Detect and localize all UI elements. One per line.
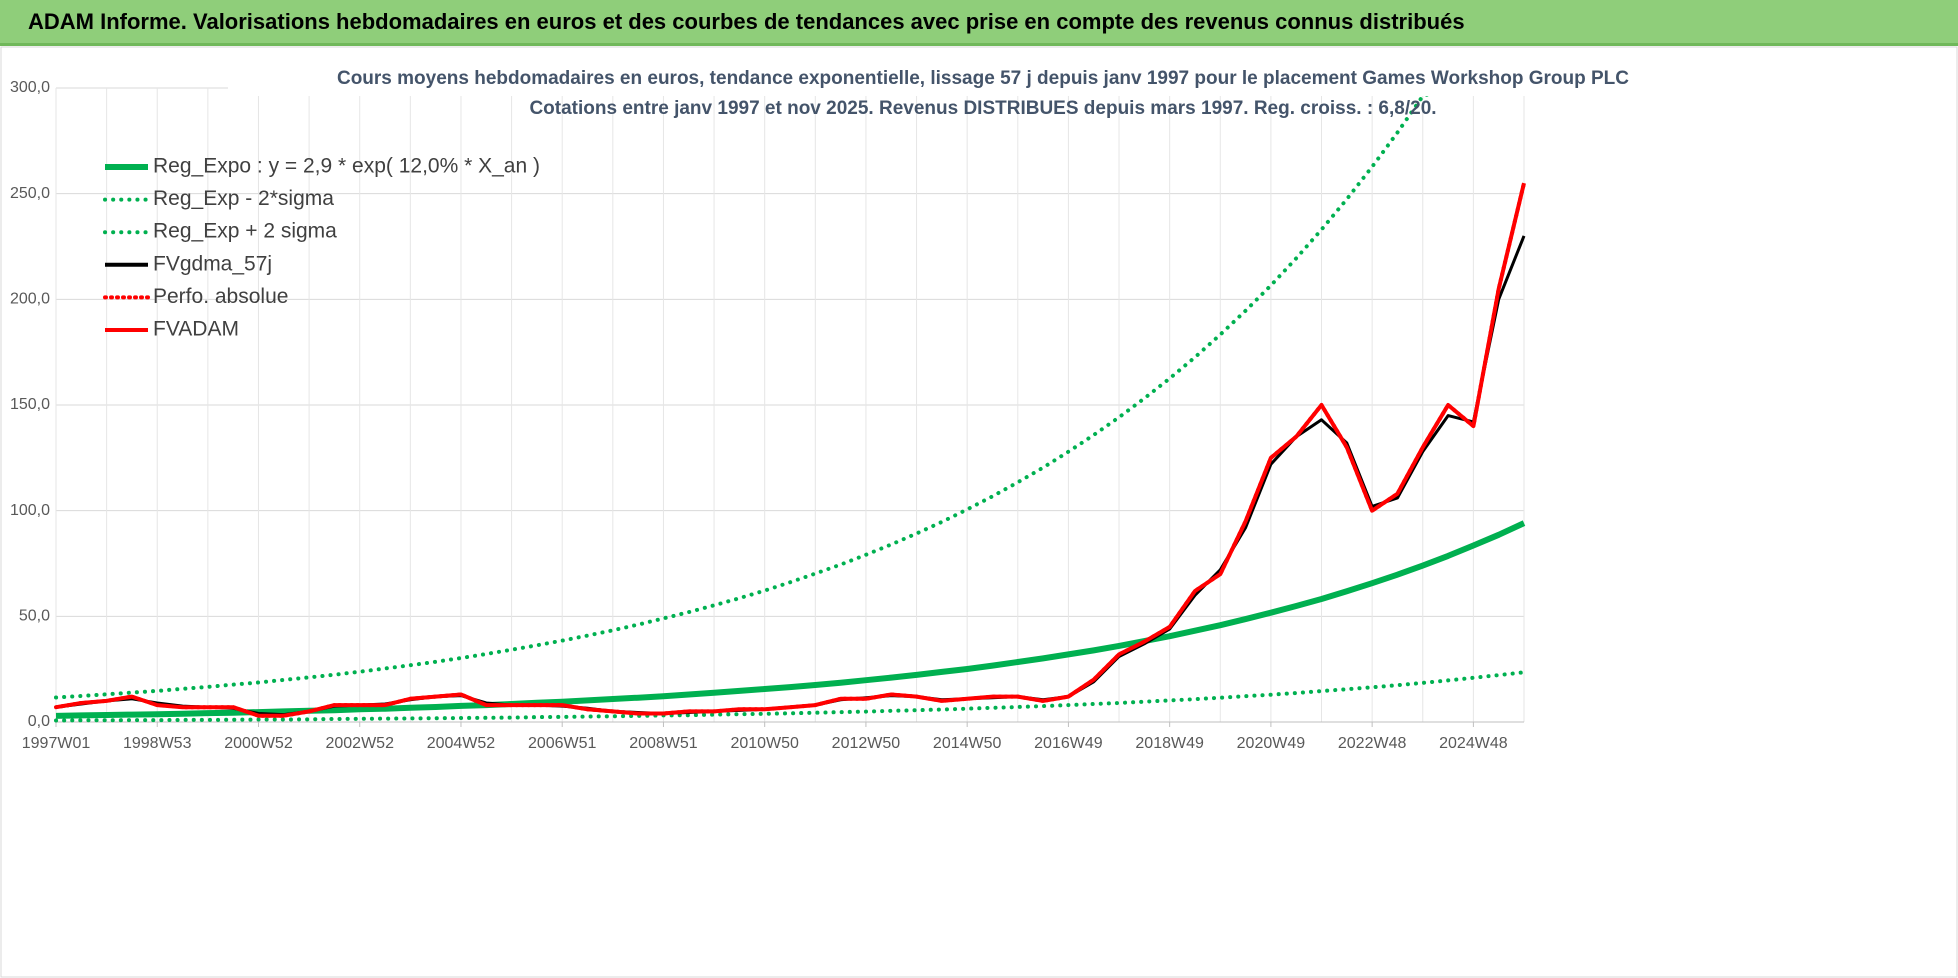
header-bar: ADAM Informe. Valorisations hebdomadaire… (0, 0, 1958, 46)
series-line (54, 86, 1526, 700)
x-tick-label: 2022W48 (1338, 735, 1407, 752)
series-line (55, 182, 1526, 718)
header-title: ADAM Informe. Valorisations hebdomadaire… (28, 9, 1465, 34)
legend-label: Reg_Expo : y = 2,9 * exp( 12,0% * X_an ) (153, 155, 540, 178)
x-tick-label: 2020W49 (1237, 735, 1306, 752)
y-tick-label: 300,0 (10, 79, 50, 96)
series-line (54, 670, 1526, 723)
chart-title: Cours moyens hebdomadaires en euros, ten… (337, 68, 1629, 89)
x-tick-label: 1997W01 (22, 735, 91, 752)
chart: 0,0 50,0 100,0 150,0 200,0 250,0 300,0 1997W01 1… (0, 46, 1958, 978)
legend-label: Perfo. absolue (153, 285, 288, 308)
x-tick-label: 2000W52 (224, 735, 293, 752)
x-tick-label: 2008W51 (629, 735, 698, 752)
y-tick-label: 50,0 (19, 608, 50, 625)
x-tick-label: 2002W52 (325, 735, 394, 752)
legend-label: Reg_Exp - 2*sigma (153, 187, 334, 210)
y-tick-label: 100,0 (10, 502, 50, 519)
x-tick-label: 2014W50 (933, 735, 1002, 752)
x-tick-label: 2024W48 (1439, 735, 1508, 752)
x-tick-label: 2012W50 (832, 735, 901, 752)
chart-subtitle: Cotations entre janv 1997 et nov 2025. R… (529, 98, 1436, 119)
x-tick-label: 2004W52 (427, 735, 496, 752)
x-tick-label: 1998W53 (123, 735, 192, 752)
x-tick-label: 2018W49 (1135, 735, 1204, 752)
title-backdrop (228, 62, 1728, 96)
y-tick-label: 200,0 (10, 291, 50, 308)
x-tick-label: 2006W51 (528, 735, 597, 752)
chart-frame (0, 46, 1958, 978)
legend-label: FVgdma_57j (153, 252, 272, 275)
y-tick-label: 250,0 (10, 185, 50, 202)
y-tick-label: 150,0 (10, 396, 50, 413)
plot: Reg_Expo : y = 2,9 * exp( 12,0% * X_an )… (54, 86, 1526, 723)
legend-label: Reg_Exp + 2 sigma (153, 220, 337, 243)
grid: 0,0 50,0 100,0 150,0 200,0 250,0 300,0 1997W01 1… (10, 79, 1525, 752)
x-tick-label: 2010W50 (730, 735, 799, 752)
x-tick-label: 2016W49 (1034, 735, 1103, 752)
legend-label: FVADAM (153, 318, 239, 341)
y-tick-label: 0,0 (28, 713, 50, 730)
